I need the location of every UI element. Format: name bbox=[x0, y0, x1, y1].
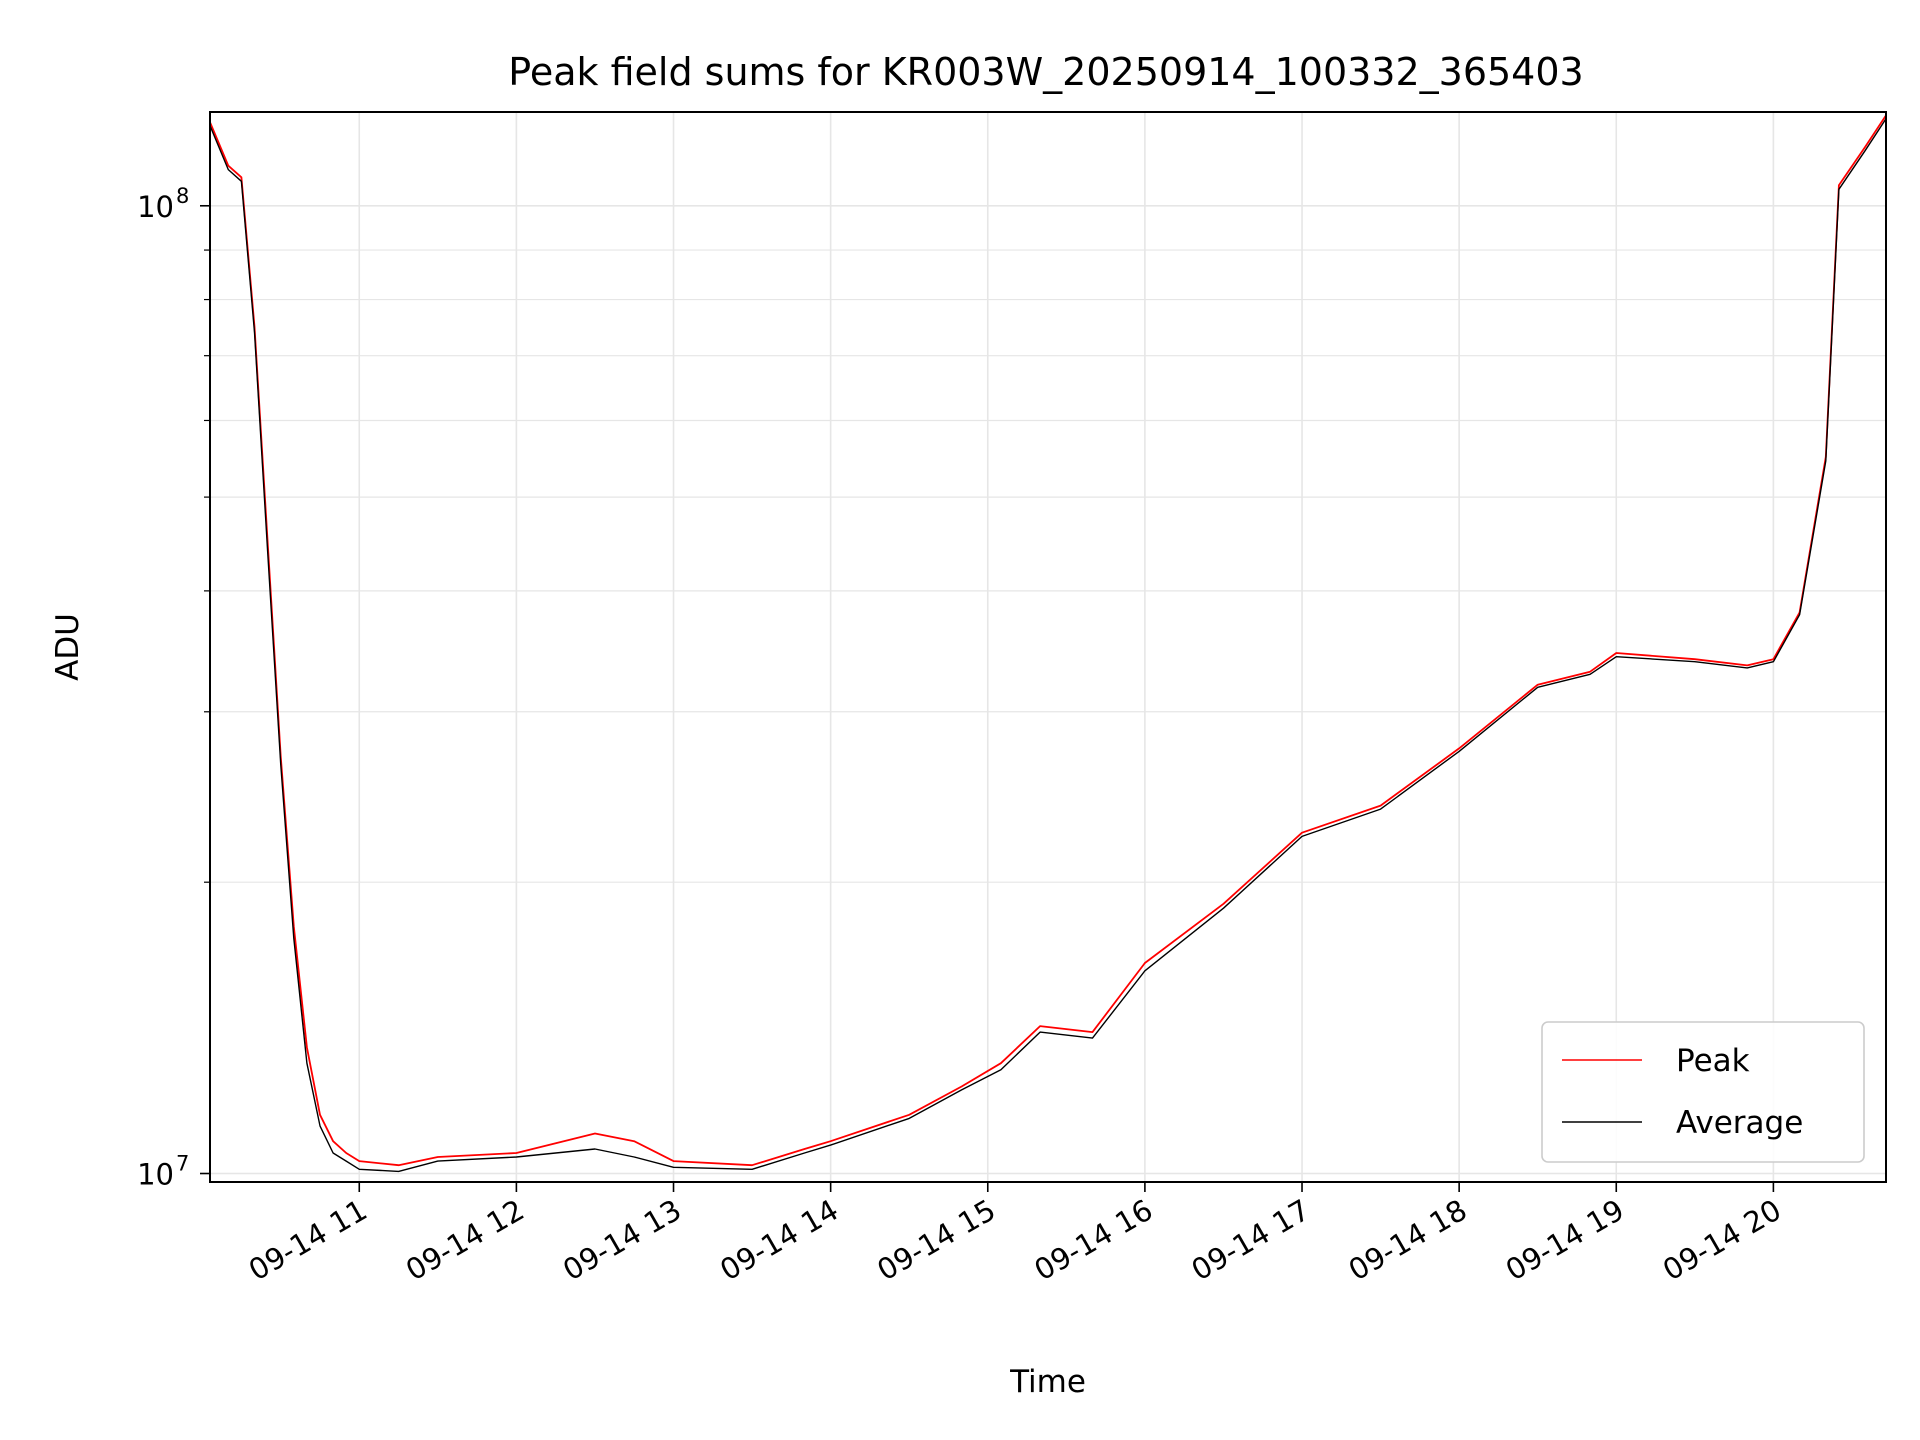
plot-area bbox=[209, 114, 1887, 1173]
series-line-peak bbox=[209, 114, 1887, 1167]
chart-title: Peak field sums for KR003W_20250914_1003… bbox=[508, 50, 1583, 94]
grid bbox=[210, 112, 1886, 1182]
plot-frame bbox=[209, 111, 1887, 1183]
y-tick-base: 10 bbox=[137, 190, 174, 224]
y-tick-exponent: 8 bbox=[176, 184, 189, 208]
legend-box bbox=[1541, 1021, 1865, 1163]
y-axis-title: ADU bbox=[50, 613, 86, 681]
legend-label-peak: Peak bbox=[1676, 1043, 1750, 1079]
series-line-average bbox=[209, 118, 1887, 1173]
y-tick-label: 10 bbox=[137, 1158, 174, 1192]
x-axis-title: Time bbox=[1009, 1364, 1086, 1400]
legend: Peak Average bbox=[1541, 1021, 1865, 1163]
y-tick-exponent: 7 bbox=[176, 1152, 189, 1176]
y-tick-label: 10 bbox=[137, 190, 174, 224]
legend-label-average: Average bbox=[1676, 1105, 1803, 1141]
y-tick-base: 10 bbox=[137, 1158, 174, 1192]
